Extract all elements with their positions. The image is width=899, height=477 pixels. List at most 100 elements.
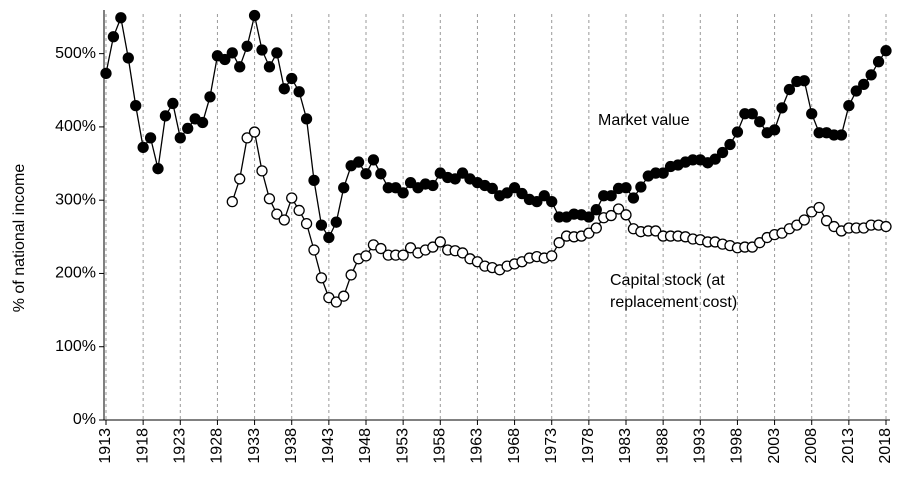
y-tick-label: 100%: [55, 338, 96, 355]
series-label-text: Capital stock (at replacement cost): [610, 272, 738, 311]
series-label: Capital stock (at replacement cost): [610, 272, 738, 311]
data-point: [330, 216, 342, 228]
data-point: [620, 209, 632, 221]
data-point: [605, 190, 617, 202]
data-point: [427, 179, 439, 192]
y-tick-label: 500%: [55, 45, 96, 62]
data-point: [806, 108, 818, 120]
x-tick-label: 2003: [766, 428, 783, 464]
data-point: [880, 220, 892, 233]
data-point: [360, 250, 372, 262]
data-point: [137, 141, 149, 154]
data-point: [196, 116, 209, 129]
x-tick-label: 1913: [97, 428, 114, 464]
x-tick-label: 1943: [320, 428, 337, 464]
data-point: [256, 165, 268, 177]
x-tick-label: 1983: [617, 428, 634, 464]
y-tick-label: 0%: [73, 411, 96, 428]
data-point: [159, 110, 172, 122]
data-point: [107, 31, 120, 43]
data-point: [731, 126, 744, 138]
data-point: [308, 244, 320, 256]
data-point: [315, 219, 328, 231]
data-point: [746, 108, 758, 120]
data-point: [553, 237, 565, 249]
data-point: [271, 47, 283, 59]
x-tick-label: 1938: [283, 428, 300, 464]
data-point: [843, 100, 855, 112]
data-point: [375, 242, 387, 255]
y-tick-label: 300%: [55, 191, 96, 208]
y-axis-label: % of national income: [11, 164, 28, 313]
x-tick-label: 1998: [729, 428, 746, 464]
x-tick-label: 1928: [209, 428, 226, 464]
x-tick-label: 1948: [357, 428, 374, 464]
data-point: [352, 156, 365, 168]
data-point: [858, 78, 870, 91]
data-point: [367, 154, 380, 166]
data-point: [397, 249, 409, 261]
data-point: [278, 214, 290, 226]
data-point: [263, 193, 276, 205]
data-point: [456, 247, 469, 259]
data-point: [716, 146, 729, 159]
data-point: [293, 86, 305, 98]
data-point: [308, 174, 320, 187]
data-point: [724, 138, 736, 151]
x-tick-label: 1968: [506, 428, 523, 464]
series-label: Market value: [598, 112, 690, 129]
data-point: [144, 132, 157, 144]
data-point: [709, 153, 721, 165]
data-point: [248, 9, 261, 22]
x-tick-label: 1993: [692, 428, 709, 464]
data-point: [315, 272, 328, 284]
data-point: [241, 40, 253, 52]
y-tick-label: 200%: [55, 265, 96, 282]
data-point: [583, 211, 595, 223]
x-tick-label: 2008: [803, 428, 820, 464]
series-label-text: Market value: [598, 112, 690, 129]
x-tick-label: 2013: [840, 428, 857, 464]
data-point: [323, 231, 335, 244]
data-point: [375, 168, 387, 180]
data-point: [115, 12, 127, 24]
x-tick-label: 1963: [469, 428, 486, 464]
data-point: [234, 61, 246, 73]
data-point: [820, 215, 833, 227]
data-point: [783, 83, 796, 96]
data-point: [256, 44, 268, 56]
data-point: [657, 167, 669, 179]
x-tick-label: 1958: [432, 428, 449, 464]
data-point: [813, 201, 825, 214]
data-point: [286, 72, 298, 85]
data-point: [130, 100, 142, 112]
data-point: [635, 181, 647, 193]
data-point: [456, 167, 469, 179]
data-point: [174, 132, 186, 144]
data-point: [486, 182, 498, 195]
data-point: [620, 182, 632, 194]
data-point: [798, 214, 810, 226]
data-point: [330, 296, 342, 308]
data-point: [754, 116, 766, 128]
data-point: [798, 75, 810, 87]
data-point: [271, 208, 283, 220]
data-point: [300, 113, 313, 125]
data-point: [152, 163, 164, 175]
data-point: [612, 203, 625, 215]
x-tick-label: 1933: [246, 428, 263, 464]
data-point: [835, 129, 848, 141]
data-point: [434, 236, 446, 248]
data-point: [345, 269, 357, 281]
data-point: [167, 97, 179, 110]
x-tick-label: 1953: [394, 428, 411, 464]
data-point: [605, 209, 617, 222]
data-point: [397, 187, 409, 199]
data-point: [226, 47, 238, 59]
data-point: [204, 91, 216, 103]
data-point: [219, 53, 231, 66]
data-point: [293, 204, 305, 217]
data-point: [338, 182, 350, 194]
data-point: [286, 192, 298, 204]
